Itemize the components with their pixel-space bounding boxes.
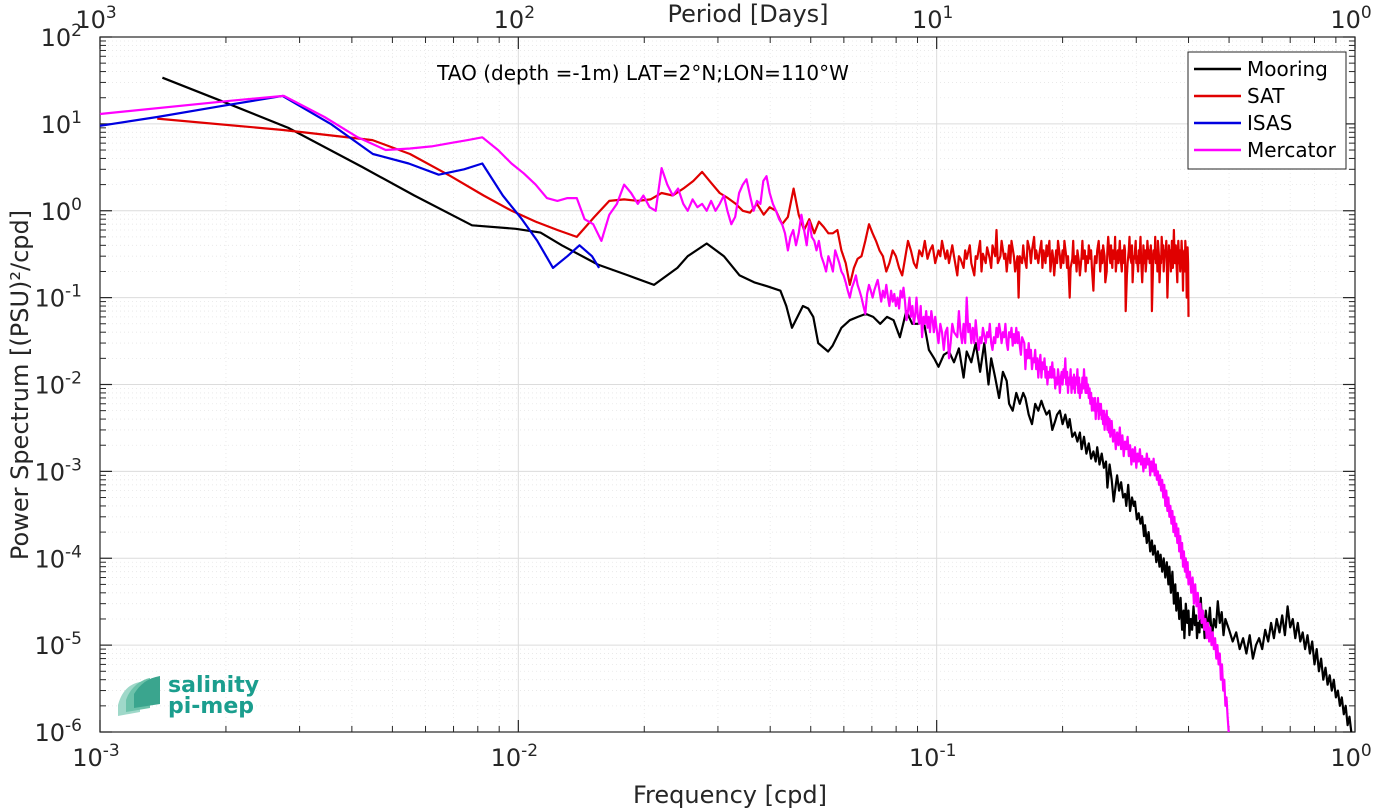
y-tick-label: 10-4 (35, 542, 83, 573)
x-tick-labels: 10-3 10-2 10-1 100 (72, 741, 1371, 772)
salinity-pi-mep-logo: salinity pi-mep (118, 673, 259, 719)
x-axis-label: Frequency [cpd] (633, 781, 827, 809)
x-tick-label: 100 (1330, 741, 1371, 772)
legend-label-isas: ISAS (1247, 111, 1292, 135)
series-lines (99, 76, 1353, 733)
top-axis-label: Period [Days] (667, 0, 828, 28)
series-line-sat (157, 117, 1190, 317)
x-tick-label: 10-1 (909, 741, 957, 772)
top-tick-label: 102 (494, 3, 535, 34)
y-tick-label: 10-2 (35, 369, 83, 400)
axis-ticks (99, 36, 1356, 733)
top-tick-label: 101 (912, 3, 953, 34)
y-tick-labels: 102 101 100 10-1 10-2 10-3 10-4 10-5 10-6 (35, 21, 83, 747)
top-tick-label: 100 (1330, 3, 1371, 34)
chart-title: TAO (depth =-1m) LAT=2°N;LON=110°W (436, 61, 849, 85)
y-tick-label: 100 (41, 195, 82, 226)
series-line-isas (99, 94, 601, 269)
y-tick-label: 102 (41, 21, 82, 52)
y-tick-label: 10-3 (35, 455, 83, 486)
series-line-mercator (99, 94, 1230, 733)
logo-line-1: salinity (168, 673, 259, 698)
y-tick-label: 10-5 (35, 629, 83, 660)
y-tick-label: 101 (41, 108, 82, 139)
series-line-mooring (161, 76, 1353, 733)
x-tick-label: 10-2 (491, 741, 539, 772)
logo-line-2: pi-mep (168, 694, 254, 719)
wave-logo-icon (118, 676, 160, 716)
legend-label-sat: SAT (1247, 84, 1285, 108)
x-tick-label: 10-3 (72, 741, 120, 772)
y-tick-label: 10-1 (35, 282, 83, 313)
legend: Mooring SAT ISAS Mercator (1187, 51, 1347, 170)
y-axis-label: Power Spectrum [(PSU)²/cpd] (6, 210, 34, 560)
top-tick-label: 103 (75, 3, 116, 34)
grid-major (99, 37, 1355, 733)
legend-label-mercator: Mercator (1247, 138, 1337, 162)
y-tick-label: 10-6 (35, 716, 83, 747)
legend-label-mooring: Mooring (1247, 57, 1328, 81)
top-tick-labels: 103 102 101 100 (75, 3, 1371, 34)
